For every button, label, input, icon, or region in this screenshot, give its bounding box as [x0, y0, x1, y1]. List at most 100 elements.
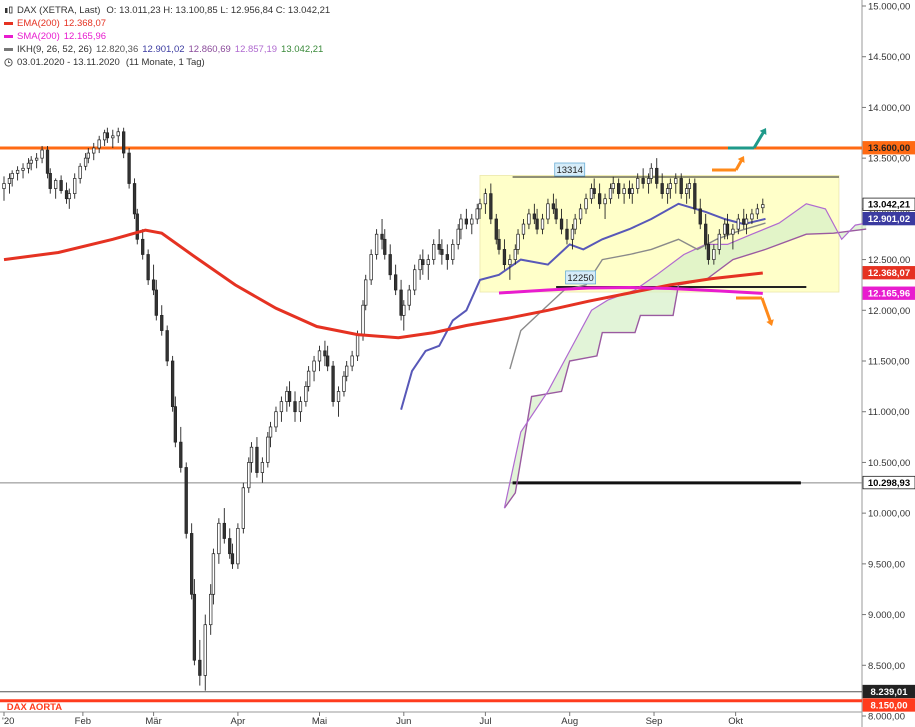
- candle-body-up: [15, 169, 20, 174]
- candlestick: [34, 153, 39, 169]
- candlestick: [570, 224, 575, 250]
- candle-body-up: [636, 178, 640, 189]
- price-axis-label-box: [862, 211, 915, 226]
- candle-body-up: [285, 391, 289, 402]
- candle-body-up: [527, 213, 531, 225]
- price-axis-label: 8.239,01: [862, 684, 915, 699]
- candlestick: [73, 173, 77, 199]
- candle-body-up: [241, 487, 245, 529]
- candle-body-up: [83, 157, 88, 167]
- candle-body-down: [64, 190, 69, 200]
- candle-body-up: [432, 244, 436, 260]
- y-tick-label: 8.500,00: [868, 661, 905, 672]
- candle-body-up: [26, 162, 31, 169]
- y-tick-label: 14.500,00: [868, 52, 910, 63]
- annotation-box: [554, 162, 586, 177]
- y-tick-label: 10.000,00: [868, 509, 910, 520]
- y-tick-label: 13.500,00: [868, 154, 910, 165]
- candlestick: [513, 244, 517, 265]
- candle-body-up: [761, 204, 765, 209]
- candlestick: [26, 158, 31, 174]
- candlestick: [717, 229, 721, 255]
- legend-instrument-row: DAX (XETRA, Last) O: 13.011,23 H: 13.100…: [4, 4, 330, 17]
- candle-body-up: [570, 228, 575, 240]
- annotation-text: 12250: [567, 273, 593, 284]
- candle-body-up: [578, 208, 583, 220]
- candle-body-up: [622, 188, 626, 194]
- candlestick: [668, 178, 672, 199]
- candle-body-up: [584, 198, 588, 210]
- candle-body-down: [255, 446, 259, 473]
- candle-body-down: [704, 223, 708, 245]
- candle-body-up: [10, 173, 14, 179]
- candle-body-up: [209, 593, 213, 626]
- candle-body-up: [750, 213, 754, 220]
- y-tick-label: 10.500,00: [868, 458, 910, 469]
- candle-body-up: [736, 218, 740, 230]
- candle-body-up: [573, 218, 577, 230]
- candle-body-down: [105, 132, 110, 139]
- candlestick: [97, 135, 101, 154]
- candlestick: [546, 198, 550, 225]
- candle-body-up: [589, 188, 594, 200]
- candlestick: [597, 183, 602, 209]
- candlestick: [184, 462, 188, 539]
- candlestick: [630, 183, 634, 204]
- candlestick: [198, 639, 202, 686]
- price-axis-label-box: [862, 286, 915, 300]
- senkou-span-a-line: [503, 203, 867, 509]
- candle-body-down: [502, 249, 507, 265]
- candle-body-down: [742, 218, 746, 225]
- price-axis-label: 13.042,21: [862, 197, 915, 211]
- candlestick: [331, 361, 335, 407]
- candle-body-down: [706, 244, 711, 260]
- candle-body-up: [345, 365, 349, 377]
- price-axis-label: 13.600,00: [862, 141, 915, 155]
- candlestick: [698, 198, 702, 230]
- candlestick: [268, 421, 273, 448]
- candlestick: [141, 229, 145, 260]
- candle-body-down: [151, 279, 156, 291]
- legend-ikh-row: IKH(9, 26, 52, 26) 12.820,36 12.901,02 1…: [4, 43, 330, 56]
- candle-body-down: [287, 391, 292, 402]
- candlestick: [731, 224, 735, 250]
- candle-body-up: [475, 208, 479, 220]
- candlestick: [230, 543, 235, 569]
- candlestick: [706, 234, 711, 265]
- y-tick-label: 9.000,00: [868, 610, 905, 621]
- candle-body-down: [192, 593, 197, 661]
- candle-body-down: [146, 254, 150, 281]
- candle-body-up: [350, 355, 354, 367]
- price-axis-label-text: 10.298,93: [868, 478, 910, 489]
- candlestick: [636, 173, 640, 194]
- price-axis-label: 12.165,96: [862, 286, 915, 300]
- candlestick: [146, 249, 150, 285]
- candlestick: [761, 198, 765, 214]
- candlestick: [421, 249, 425, 275]
- candle-body-up: [459, 218, 463, 230]
- candle-body-down: [127, 152, 131, 184]
- candle-body-up: [649, 167, 653, 179]
- candlestick: [478, 198, 482, 219]
- candle-body-down: [331, 365, 335, 402]
- candlestick: [483, 188, 488, 214]
- candlestick: [190, 523, 194, 600]
- candlestick: [674, 173, 678, 194]
- candle-body-up: [540, 218, 545, 230]
- price-axis-label: 12.368,07: [862, 266, 915, 280]
- candle-body-up: [508, 259, 512, 265]
- candlestick: [459, 213, 463, 240]
- candle-body-up: [247, 462, 251, 489]
- candle-body-up: [336, 391, 341, 402]
- candle-body-up: [723, 223, 727, 235]
- candle-body-up: [712, 249, 716, 260]
- arrow-shaft-end: [760, 297, 773, 324]
- candlestick: [274, 406, 278, 432]
- candlestick: [608, 183, 613, 204]
- price-annotation: 12250: [565, 270, 596, 285]
- candle-body-up: [21, 167, 25, 171]
- candle-body-down: [184, 467, 188, 534]
- candlestick: [578, 203, 583, 225]
- candle-body-up: [34, 157, 39, 161]
